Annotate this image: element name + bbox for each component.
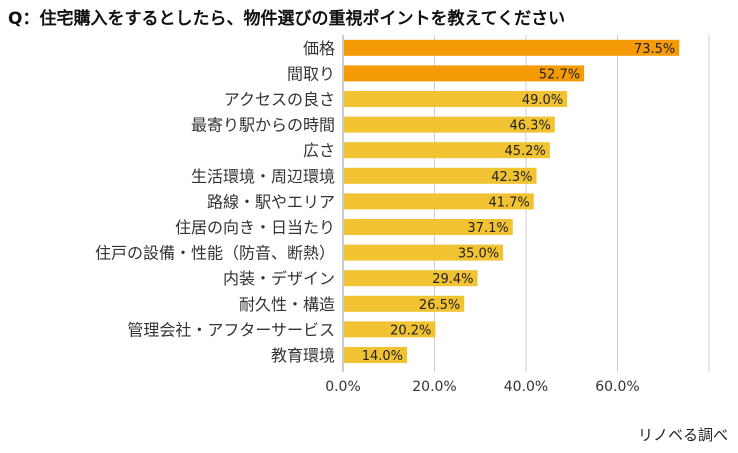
category-label: 教育環境 [271,346,335,365]
category-label: 広さ [303,141,335,160]
category-label: 価格 [303,39,335,58]
x-tick-label: 0.0% [325,379,361,395]
bar [344,39,680,56]
data-label: 73.5% [634,42,675,57]
x-tick-label: 40.0% [504,379,548,395]
data-label: 41.7% [488,195,529,210]
bar [344,116,555,133]
category-label: 間取り [287,64,335,83]
category-label: 路線・駅やエリア [207,192,335,211]
bar [344,193,534,210]
category-label: 管理会社・アフターサービス [127,320,335,339]
category-label: 住居の向き・日当たり [175,218,335,237]
bar [344,142,550,159]
bar [344,295,465,312]
data-label: 20.2% [390,323,431,338]
data-label: 42.3% [491,170,532,185]
category-label: 耐久性・構造 [239,295,335,314]
category-label: 内装・デザイン [223,269,335,288]
bar [344,65,585,82]
bar [344,244,504,261]
x-tick-label: 20.0% [412,379,456,395]
data-label: 37.1% [467,221,508,236]
bar [344,91,568,107]
x-tick-label: 60.0% [595,379,639,395]
category-label: 住戸の設備・性能（防音、断熱） [95,244,335,263]
category-label: 最寄り駅からの時間 [191,116,335,135]
chart-title: Q：住宅購入をするとしたら、物件選びの重視ポイントを教えてください [8,9,566,29]
data-label: 46.3% [510,119,551,134]
category-label: アクセスの良さ [224,90,335,109]
bar [344,270,478,287]
data-label: 14.0% [362,349,403,364]
data-label: 35.0% [458,247,499,262]
data-label: 49.0% [522,93,563,108]
data-label: 52.7% [539,67,580,82]
data-label: 45.2% [504,144,545,159]
data-label: 26.5% [419,298,460,313]
data-label: 29.4% [432,272,473,287]
category-label: 生活環境・周辺環境 [191,167,335,186]
bar [344,321,436,338]
bar [344,219,513,235]
bar [344,347,408,363]
bar [344,167,537,184]
source-credit: リノベる調べ [637,426,728,444]
